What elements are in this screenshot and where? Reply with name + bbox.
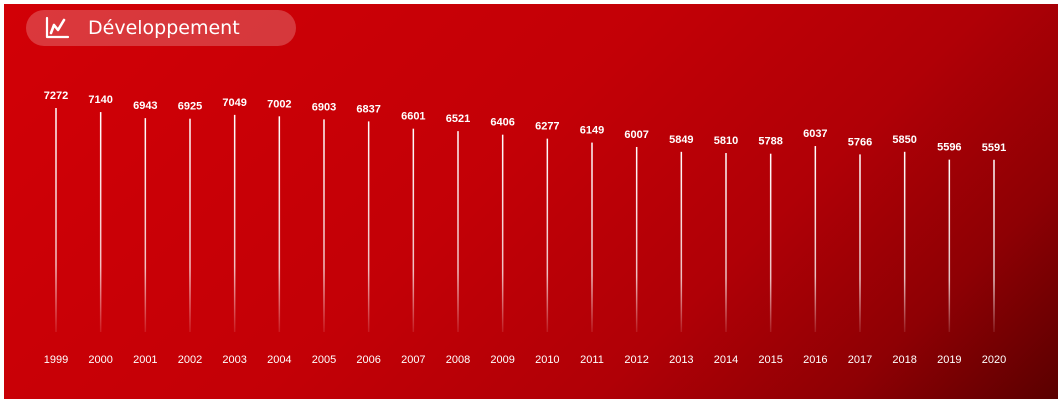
year-label-2020: 2020 (982, 354, 1006, 366)
bar-2006 (367, 121, 370, 333)
bar-2016 (814, 146, 817, 332)
year-label-2001: 2001 (133, 354, 157, 366)
year-label-2010: 2010 (535, 354, 559, 366)
bar-1999 (55, 108, 57, 332)
value-label-2017: 5766 (848, 136, 872, 148)
value-label-2013: 5849 (669, 134, 693, 146)
bar-2001 (144, 118, 147, 332)
bar-2015 (769, 153, 772, 332)
year-label-2008: 2008 (446, 354, 470, 366)
year-label-2003: 2003 (222, 354, 246, 366)
chart: 7272 1999 7140 2000 6943 2001 6925 2002 7049 2003… (44, 90, 1006, 366)
year-label-2017: 2017 (848, 354, 872, 366)
year-label-2019: 2019 (937, 354, 961, 366)
chart-panel: Développement 7272 1999 7140 2000 6943 2001 69… (4, 4, 1058, 399)
year-label-2006: 2006 (356, 354, 380, 366)
bar-2009 (501, 134, 504, 332)
bar-2017 (859, 154, 861, 332)
value-label-2011: 6149 (580, 125, 604, 137)
bar-2019 (948, 159, 951, 332)
year-label-2000: 2000 (88, 354, 112, 366)
year-label-2002: 2002 (178, 354, 202, 366)
value-label-2003: 7049 (222, 97, 246, 109)
bar-2012 (635, 146, 638, 332)
value-label-2019: 5596 (937, 142, 961, 154)
bar-2011 (591, 142, 593, 332)
year-label-2011: 2011 (580, 354, 604, 366)
bar-2004 (278, 116, 281, 332)
value-label-2015: 5788 (758, 136, 782, 148)
year-label-2013: 2013 (669, 354, 693, 366)
bar-2013 (680, 151, 683, 332)
value-label-2007: 6601 (401, 111, 425, 123)
value-label-2002: 6925 (178, 101, 202, 113)
bar-2003 (233, 114, 236, 333)
year-label-2018: 2018 (892, 354, 916, 366)
value-label-2012: 6007 (624, 129, 648, 141)
year-label-2005: 2005 (312, 354, 336, 366)
bar-2002 (189, 118, 191, 332)
year-label-1999: 1999 (44, 354, 68, 366)
value-label-2008: 6521 (446, 113, 470, 125)
year-label-2009: 2009 (490, 354, 514, 366)
value-label-2010: 6277 (535, 121, 559, 133)
bar-2020 (993, 159, 995, 332)
bar-2008 (457, 131, 459, 332)
value-label-2000: 7140 (88, 94, 112, 106)
value-label-2016: 6037 (803, 128, 827, 140)
year-label-2015: 2015 (758, 354, 782, 366)
year-label-2016: 2016 (803, 354, 827, 366)
bar-2000 (99, 112, 102, 332)
value-label-2014: 5810 (714, 135, 738, 147)
bar-2005 (323, 119, 325, 333)
year-label-2007: 2007 (401, 354, 425, 366)
value-label-2005: 6903 (312, 101, 336, 113)
bar-2007 (412, 128, 415, 332)
value-label-2018: 5850 (892, 134, 916, 146)
value-label-1999: 7272 (44, 90, 68, 102)
line-chart-icon (45, 16, 70, 39)
bar-2014 (725, 153, 727, 332)
value-label-2004: 7002 (267, 98, 291, 110)
bar-2018 (903, 151, 906, 332)
bar-2010 (546, 138, 549, 332)
header-pill: Développement (26, 10, 296, 46)
year-label-2014: 2014 (714, 354, 738, 366)
value-label-2020: 5591 (982, 142, 1006, 154)
page-title: Développement (88, 17, 240, 39)
value-label-2001: 6943 (133, 100, 157, 112)
value-label-2006: 6837 (356, 103, 380, 115)
year-label-2004: 2004 (267, 354, 291, 366)
value-label-2009: 6406 (490, 117, 514, 129)
year-label-2012: 2012 (624, 354, 648, 366)
